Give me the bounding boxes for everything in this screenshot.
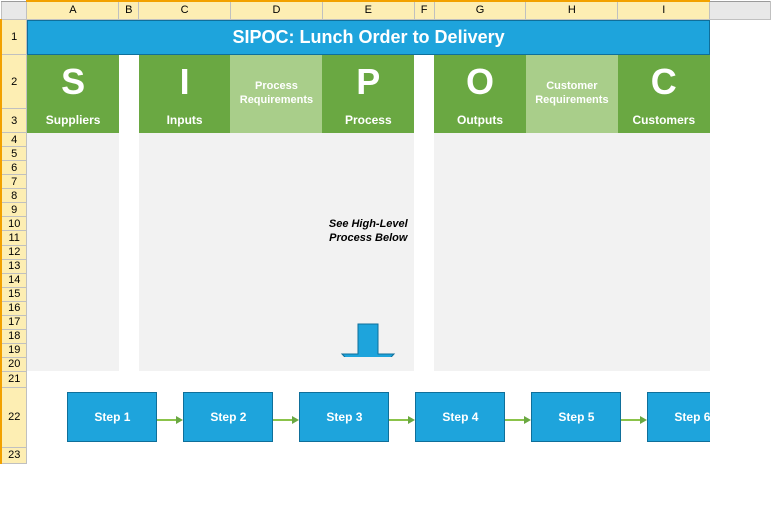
col-header-I[interactable]: I (618, 1, 710, 19)
row-header-21[interactable]: 21 (1, 371, 27, 387)
row-header-10[interactable]: 10 (1, 217, 27, 231)
row-header-11[interactable]: 11 (1, 231, 27, 245)
process-body-bottom[interactable] (322, 357, 414, 371)
col-c-letter: C (618, 61, 710, 103)
col-header-B[interactable]: B (119, 1, 139, 19)
step-connector-arrow-icon (621, 415, 647, 419)
row-header-5[interactable]: 5 (1, 147, 27, 161)
spreadsheet-grid: A B C D E F G H I 1 SIPOC: Lunch Order t… (0, 0, 771, 464)
row-header-8[interactable]: 8 (1, 189, 27, 203)
row-header-1[interactable]: 1 (1, 19, 27, 55)
row-header-2[interactable]: 2 (1, 55, 27, 109)
col-p-letter: P (322, 61, 414, 103)
step-connector-arrow-icon (273, 415, 299, 419)
col-header-D[interactable]: D (230, 1, 322, 19)
col-i-letter: I (139, 61, 231, 103)
row-header-17[interactable]: 17 (1, 315, 27, 329)
col-o-letter: O (434, 61, 526, 103)
row-header-20[interactable]: 20 (1, 357, 27, 371)
process-step-box[interactable]: Step 1 (67, 392, 157, 442)
process-steps-row: Step 1Step 2Step 3Step 4Step 5Step 6 (27, 387, 709, 447)
sipoc-title: SIPOC: Lunch Order to Delivery (27, 20, 709, 55)
col-c-sub: Customers (618, 109, 710, 133)
row-header-4[interactable]: 4 (1, 133, 27, 147)
customers-body[interactable] (618, 133, 710, 372)
suppliers-body-lower[interactable] (27, 217, 119, 372)
suppliers-body[interactable] (27, 133, 119, 217)
process-step-box[interactable]: Step 3 (299, 392, 389, 442)
col-header-E[interactable]: E (322, 1, 414, 19)
step-connector-arrow-icon (389, 415, 415, 419)
row-header-9[interactable]: 9 (1, 203, 27, 217)
row-header-23[interactable]: 23 (1, 447, 27, 463)
see-process-text: See High-LevelProcess Below (322, 217, 414, 246)
row-header-22[interactable]: 22 (1, 387, 27, 447)
col-header-C[interactable]: C (139, 1, 231, 19)
process-step-box[interactable]: Step 5 (531, 392, 621, 442)
col-header-A[interactable]: A (27, 1, 119, 19)
row-header-19[interactable]: 19 (1, 343, 27, 357)
row-header-18[interactable]: 18 (1, 329, 27, 343)
row-header-14[interactable]: 14 (1, 273, 27, 287)
process-body-top[interactable] (322, 133, 414, 217)
row-header-6[interactable]: 6 (1, 161, 27, 175)
outputs-body[interactable] (434, 133, 526, 372)
step-connector-arrow-icon (505, 415, 531, 419)
select-all-corner[interactable] (1, 1, 27, 19)
row-header-7[interactable]: 7 (1, 175, 27, 189)
col-header-H[interactable]: H (526, 1, 618, 19)
row-header-16[interactable]: 16 (1, 301, 27, 315)
process-arrow-cell (322, 287, 414, 357)
row-header-13[interactable]: 13 (1, 259, 27, 273)
process-requirements-header: ProcessRequirements (230, 78, 322, 110)
col-p-sub: Process (322, 109, 414, 133)
col-header-F[interactable]: F (414, 1, 434, 19)
process-body-mid[interactable] (322, 245, 414, 287)
process-step-box[interactable]: Step 2 (183, 392, 273, 442)
col-header-pad (710, 1, 771, 19)
col-o-sub: Outputs (434, 109, 526, 133)
col-s-sub: Suppliers (27, 109, 118, 133)
col-s-letter: S (27, 61, 118, 103)
process-step-box[interactable]: Step 4 (415, 392, 505, 442)
row-header-15[interactable]: 15 (1, 287, 27, 301)
inputs-body[interactable] (139, 133, 231, 372)
row-header-3[interactable]: 3 (1, 109, 27, 133)
step-connector-arrow-icon (157, 415, 183, 419)
customer-requirements-body[interactable] (526, 133, 618, 372)
row-header-12[interactable]: 12 (1, 245, 27, 259)
col-i-sub: Inputs (139, 109, 231, 133)
customer-requirements-header: CustomerRequirements (526, 78, 618, 110)
col-header-G[interactable]: G (434, 1, 526, 19)
process-requirements-body[interactable] (230, 133, 322, 372)
